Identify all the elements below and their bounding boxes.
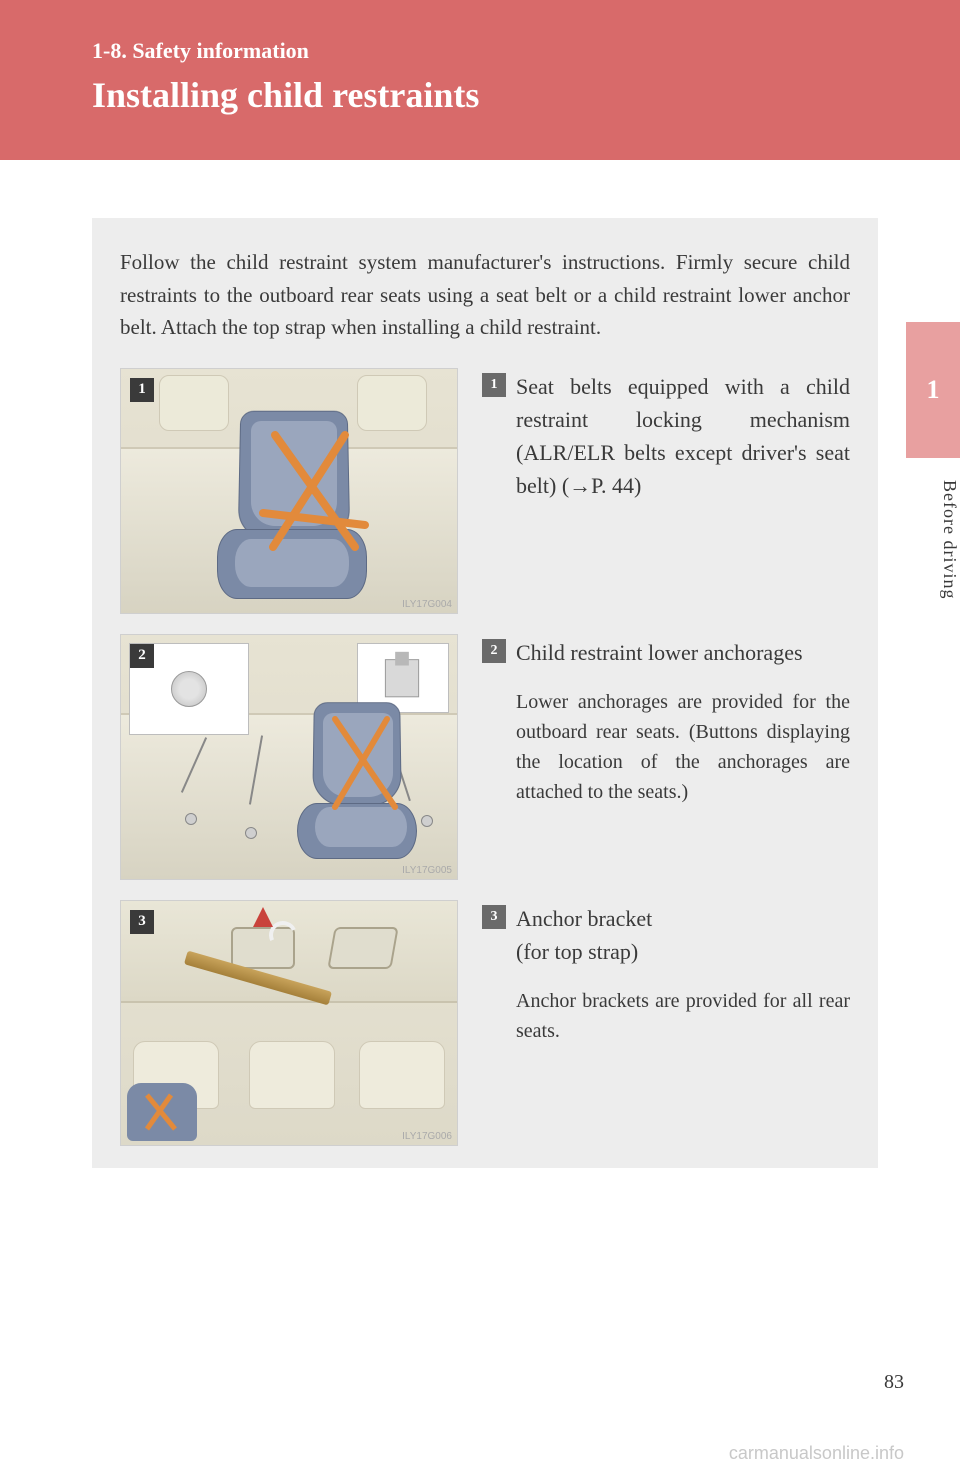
item-row: 1 ILY17G004 1 Seat belts equipped with a… [120,368,850,614]
image-code: ILY17G006 [402,1131,452,1142]
image-badge: 3 [130,910,154,934]
bullet-badge: 3 [482,905,506,929]
item-subtext: Lower anchorages are provided for the ou… [516,687,850,807]
arrow-up-icon [253,907,273,927]
section-label: 1-8. Safety information [92,38,960,64]
image-code: ILY17G004 [402,599,452,610]
child-seat-icon [127,1083,197,1141]
item-subtext: Anchor brackets are provided for all rea… [516,986,850,1046]
anchor-button-dot [245,827,257,839]
item-row: 2 ILY17G005 2 Child restraint lower anch… [120,634,850,880]
child-seat-icon [297,701,417,859]
watermark: carmanualsonline.info [729,1443,904,1464]
content-box: Follow the child restraint system manufa… [92,218,878,1168]
page: 1-8. Safety information Installing child… [0,0,960,1484]
side-tab: 1 [906,322,960,458]
image-code: ILY17G005 [402,865,452,876]
page-title: Installing child restraints [92,74,960,116]
intro-paragraph: Follow the child restraint system manufa… [120,246,850,344]
bullet-badge: 2 [482,639,506,663]
image-badge: 1 [130,378,154,402]
header-banner: 1-8. Safety information Installing child… [0,0,960,160]
anchor-bracket-icon [327,927,398,969]
item-title: Seat belts equipped with a child restrai… [516,370,850,502]
bullet-badge: 1 [482,373,506,397]
item-title: Anchor bracket (for top strap) [516,902,850,968]
child-seat-icon [217,409,367,599]
side-label: Before driving [906,480,960,599]
illustration-2: 2 ILY17G005 [120,634,458,880]
illustration-1: 1 ILY17G004 [120,368,458,614]
page-number: 83 [884,1371,904,1394]
item-text: 2 Child restraint lower anchorages Lower… [482,634,850,807]
item-list: 1 ILY17G004 1 Seat belts equipped with a… [120,368,850,1146]
anchor-button-dot [185,813,197,825]
image-badge: 2 [130,644,154,668]
item-text: 1 Seat belts equipped with a child restr… [482,368,850,502]
anchor-button-dot [421,815,433,827]
side-tab-number: 1 [927,375,940,405]
illustration-3: 3 ILY17G006 [120,900,458,1146]
item-row: 3 ILY17G006 3 Anchor bracket (for top st… [120,900,850,1146]
item-text: 3 Anchor bracket (for top strap) Anchor … [482,900,850,1046]
item-title: Child restraint lower anchorages [516,636,850,669]
